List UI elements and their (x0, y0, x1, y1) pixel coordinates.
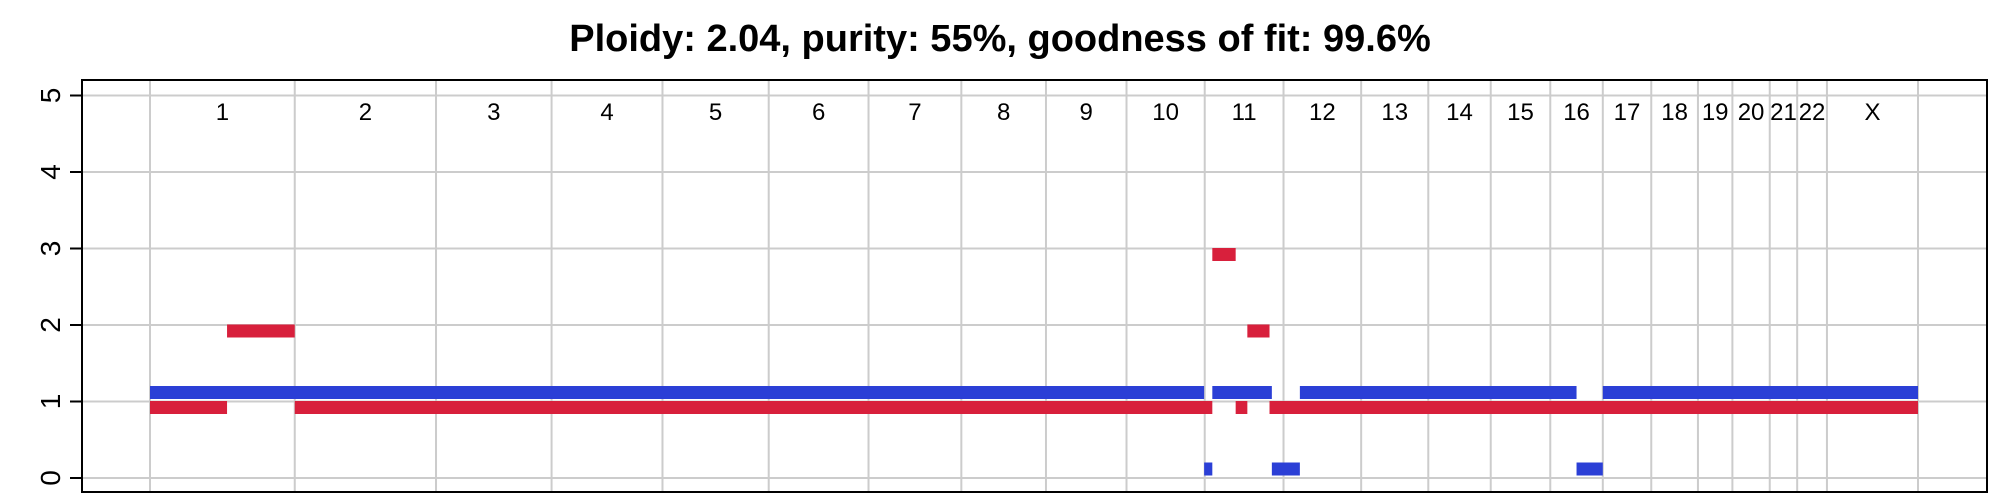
minor-segment (1235, 401, 1248, 414)
chromosome-label-18: 18 (1661, 99, 1688, 126)
minor-segment (1269, 401, 1918, 414)
chromosome-label-X: X (1864, 99, 1880, 126)
minor-segment (294, 401, 1213, 414)
y-tick-label-2: 2 (35, 317, 66, 333)
chromosome-label-21: 21 (1770, 99, 1797, 126)
chromosome-boundaries (149, 80, 1919, 492)
y-tick-label-4: 4 (35, 164, 66, 180)
y-axis: 0 1 2 3 4 5 (35, 88, 82, 486)
major-segment (1576, 462, 1603, 476)
chromosome-label-12: 12 (1309, 99, 1336, 126)
chromosome-label-3: 3 (487, 99, 500, 126)
chromosome-label-6: 6 (812, 99, 825, 126)
major-segment (1271, 462, 1300, 476)
chromosome-label-1: 1 (216, 99, 229, 126)
chromosome-label-10: 10 (1152, 99, 1179, 126)
y-tick-label-1: 1 (35, 394, 66, 410)
chromosome-label-8: 8 (997, 99, 1010, 126)
major-allele-segments (150, 386, 1918, 476)
major-segment (1212, 386, 1272, 399)
chromosome-label-20: 20 (1738, 99, 1765, 126)
minor-segment (227, 324, 295, 338)
major-segment (150, 386, 1205, 399)
chromosome-label-9: 9 (1080, 99, 1093, 126)
chromosome-label-4: 4 (600, 99, 613, 126)
chromosome-label-15: 15 (1507, 99, 1534, 126)
chromosome-label-19: 19 (1702, 99, 1729, 126)
minor-segment (1247, 324, 1270, 338)
chromosome-label-7: 7 (908, 99, 921, 126)
chromosome-label-17: 17 (1614, 99, 1641, 126)
major-segment (1299, 386, 1577, 399)
minor-segment (1212, 248, 1236, 261)
y-tick-label-3: 3 (35, 241, 66, 257)
horizontal-gridlines (82, 94, 1987, 479)
chromosome-label-13: 13 (1381, 99, 1408, 126)
y-tick-label-5: 5 (35, 88, 66, 104)
chromosome-label-16: 16 (1563, 99, 1590, 126)
chromosome-label-2: 2 (359, 99, 372, 126)
minor-allele-segments (150, 248, 1918, 414)
chart-title: Ploidy: 2.04, purity: 55%, goodness of f… (569, 18, 1431, 60)
chromosome-label-5: 5 (709, 99, 722, 126)
chromosome-labels: 1 2 3 4 5 6 7 8 9 10 11 12 13 14 15 16 17 18 19 20 21 22 X (216, 99, 1881, 126)
major-segment (1602, 386, 1918, 399)
plot-frame (81, 79, 1988, 493)
y-tick-label-0: 0 (35, 470, 66, 486)
major-segment (1204, 462, 1213, 476)
minor-segment (150, 401, 228, 414)
chromosome-label-14: 14 (1446, 99, 1473, 126)
chromosome-label-11: 11 (1232, 99, 1257, 126)
chromosome-label-22: 22 (1799, 99, 1826, 126)
